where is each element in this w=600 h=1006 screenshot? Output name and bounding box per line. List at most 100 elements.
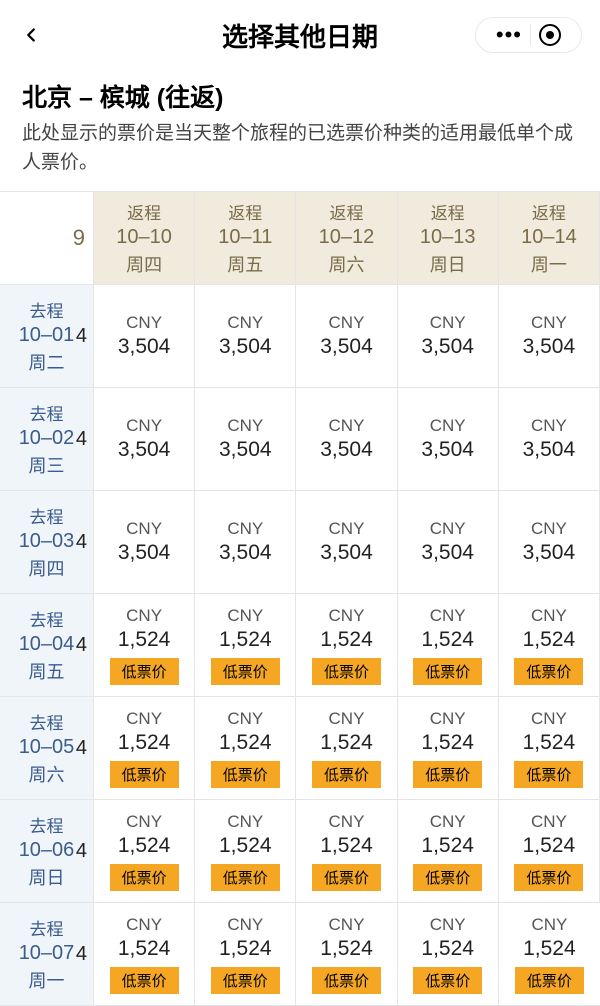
- price-value: 1,524: [320, 834, 373, 858]
- low-price-badge: 低票价: [514, 658, 583, 685]
- price-cell[interactable]: CNY 3,504: [398, 285, 499, 388]
- price-cell[interactable]: CNY 1,524低票价: [94, 697, 195, 800]
- depart-day: 周五: [29, 658, 65, 684]
- currency-label: CNY: [227, 519, 263, 539]
- depart-label: 去程: [30, 812, 64, 837]
- return-date: 10–12: [319, 226, 375, 249]
- back-button[interactable]: [20, 19, 42, 51]
- price-cell[interactable]: CNY 1,524低票价: [398, 594, 499, 697]
- depart-date-header[interactable]: 去程 10–05 周六 4: [0, 697, 94, 800]
- price-value: 3,504: [219, 541, 272, 565]
- price-value: 3,504: [118, 541, 171, 565]
- header-actions: •••: [475, 17, 582, 53]
- prev-cell-edge: 4: [76, 840, 87, 863]
- depart-date-header[interactable]: 去程 10–07 周一 4: [0, 903, 94, 1006]
- return-date-header[interactable]: 返程 10–11 周五: [195, 192, 296, 285]
- depart-date-header[interactable]: 去程 10–01 周二 4: [0, 285, 94, 388]
- price-cell[interactable]: CNY 3,504: [499, 285, 600, 388]
- price-value: 1,524: [219, 937, 272, 961]
- depart-date-header[interactable]: 去程 10–06 周日 4: [0, 800, 94, 903]
- price-cell[interactable]: CNY 1,524低票价: [195, 594, 296, 697]
- price-cell[interactable]: CNY 1,524低票价: [398, 697, 499, 800]
- low-price-badge: 低票价: [312, 864, 381, 891]
- price-cell[interactable]: CNY 3,504: [398, 491, 499, 594]
- low-price-badge: 低票价: [211, 658, 280, 685]
- target-icon[interactable]: [539, 24, 561, 46]
- return-day: 周日: [430, 251, 466, 277]
- currency-label: CNY: [329, 709, 365, 729]
- price-cell[interactable]: CNY 1,524低票价: [398, 800, 499, 903]
- price-cell[interactable]: CNY 1,524低票价: [94, 903, 195, 1006]
- price-cell[interactable]: CNY 1,524低票价: [398, 903, 499, 1006]
- price-cell[interactable]: CNY 1,524低票价: [499, 697, 600, 800]
- currency-label: CNY: [430, 313, 466, 333]
- price-cell[interactable]: CNY 1,524低票价: [296, 903, 397, 1006]
- low-price-badge: 低票价: [312, 761, 381, 788]
- depart-date: 10–03: [19, 530, 75, 553]
- price-cell[interactable]: CNY 1,524低票价: [94, 800, 195, 903]
- return-day: 周五: [227, 251, 263, 277]
- currency-label: CNY: [329, 416, 365, 436]
- return-date-header[interactable]: 返程 10–13 周日: [398, 192, 499, 285]
- depart-label: 去程: [30, 709, 64, 734]
- depart-label: 去程: [30, 503, 64, 528]
- currency-label: CNY: [126, 606, 162, 626]
- return-label: 返程: [431, 199, 465, 224]
- return-date-header[interactable]: 返程 10–14 周一: [499, 192, 600, 285]
- depart-day: 周六: [29, 761, 65, 787]
- prev-cell-edge: 4: [76, 531, 87, 554]
- depart-date: 10–06: [19, 839, 75, 862]
- depart-day: 周四: [29, 555, 65, 581]
- price-cell[interactable]: CNY 3,504: [94, 491, 195, 594]
- price-cell[interactable]: CNY 3,504: [195, 285, 296, 388]
- price-cell[interactable]: CNY 1,524低票价: [195, 800, 296, 903]
- price-cell[interactable]: CNY 3,504: [94, 388, 195, 491]
- price-cell[interactable]: CNY 1,524低票价: [195, 903, 296, 1006]
- return-date: 10–10: [116, 226, 172, 249]
- currency-label: CNY: [126, 519, 162, 539]
- price-cell[interactable]: CNY 3,504: [195, 388, 296, 491]
- price-cell[interactable]: CNY 3,504: [195, 491, 296, 594]
- price-cell[interactable]: CNY 1,524低票价: [296, 800, 397, 903]
- return-day: 周六: [328, 251, 364, 277]
- low-price-badge: 低票价: [312, 658, 381, 685]
- price-cell[interactable]: CNY 3,504: [296, 491, 397, 594]
- divider: [530, 24, 531, 46]
- price-cell[interactable]: CNY 3,504: [94, 285, 195, 388]
- price-cell[interactable]: CNY 1,524低票价: [499, 903, 600, 1006]
- low-price-badge: 低票价: [312, 967, 381, 994]
- prev-cell-edge: 4: [76, 737, 87, 760]
- price-cell[interactable]: CNY 1,524低票价: [195, 697, 296, 800]
- depart-label: 去程: [30, 606, 64, 631]
- price-cell[interactable]: CNY 3,504: [296, 285, 397, 388]
- return-date-header[interactable]: 返程 10–12 周六: [296, 192, 397, 285]
- price-cell[interactable]: CNY 3,504: [398, 388, 499, 491]
- depart-date: 10–07: [19, 942, 75, 965]
- price-cell[interactable]: CNY 1,524低票价: [296, 697, 397, 800]
- depart-date: 10–04: [19, 633, 75, 656]
- price-value: 1,524: [421, 834, 474, 858]
- depart-date-header[interactable]: 去程 10–03 周四 4: [0, 491, 94, 594]
- price-value: 1,524: [118, 937, 171, 961]
- price-cell[interactable]: CNY 3,504: [499, 491, 600, 594]
- price-cell[interactable]: CNY 1,524低票价: [499, 594, 600, 697]
- price-cell[interactable]: CNY 3,504: [296, 388, 397, 491]
- price-cell[interactable]: CNY 1,524低票价: [296, 594, 397, 697]
- price-value: 1,524: [320, 628, 373, 652]
- route-title: 北京 – 槟城 (往返): [22, 78, 578, 114]
- currency-label: CNY: [126, 915, 162, 935]
- return-date-header[interactable]: 返程 10–10 周四: [94, 192, 195, 285]
- price-cell[interactable]: CNY 1,524低票价: [499, 800, 600, 903]
- price-value: 3,504: [421, 541, 474, 565]
- depart-date-header[interactable]: 去程 10–02 周三 4: [0, 388, 94, 491]
- depart-label: 去程: [30, 297, 64, 322]
- price-value: 3,504: [320, 438, 373, 462]
- currency-label: CNY: [227, 709, 263, 729]
- depart-date-header[interactable]: 去程 10–04 周五 4: [0, 594, 94, 697]
- price-cell[interactable]: CNY 3,504: [499, 388, 600, 491]
- more-icon[interactable]: •••: [488, 24, 530, 46]
- low-price-badge: 低票价: [110, 864, 179, 891]
- currency-label: CNY: [227, 606, 263, 626]
- prev-cell-edge: 4: [76, 634, 87, 657]
- price-cell[interactable]: CNY 1,524低票价: [94, 594, 195, 697]
